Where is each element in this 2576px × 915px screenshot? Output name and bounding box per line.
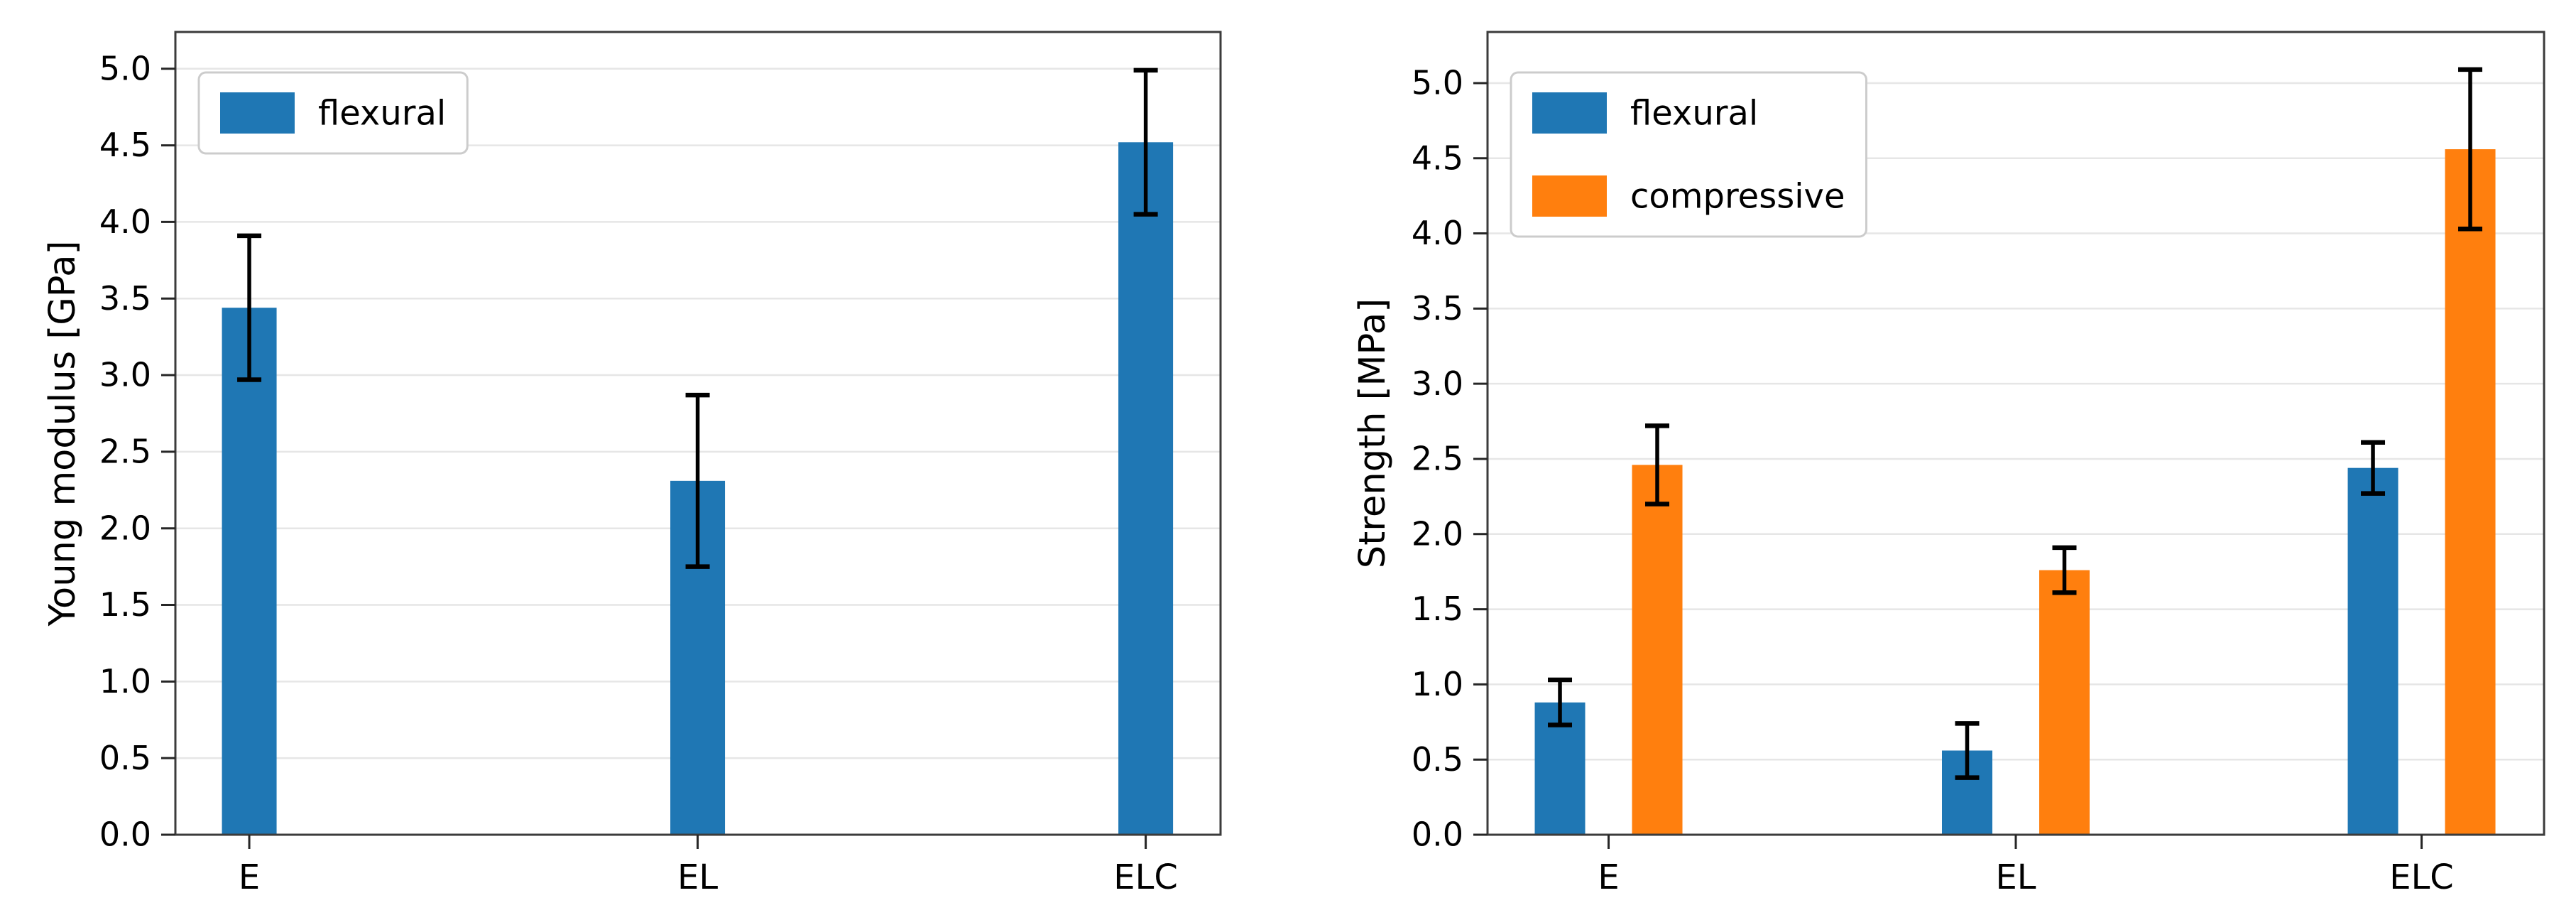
legend-label: flexural: [1630, 93, 1758, 133]
y-tick-label: 1.5: [99, 585, 151, 624]
y-tick-label: 2.0: [99, 509, 151, 547]
y-tick-label: 4.0: [1412, 214, 1463, 252]
error-bar: [2361, 440, 2386, 496]
y-tick-label: 0.5: [1412, 740, 1463, 779]
error-bar: [1548, 677, 1573, 727]
x-tick-label: E: [1598, 857, 1619, 897]
legend-label: compressive: [1630, 176, 1845, 216]
x-tick-label: E: [239, 857, 260, 897]
y-tick-label: 4.5: [99, 126, 151, 164]
y-tick-label: 1.0: [99, 662, 151, 700]
y-tick-label: 0.0: [99, 816, 151, 854]
legend-label: flexural: [318, 93, 446, 133]
legend: flexural: [197, 71, 469, 155]
error-bar: [2052, 545, 2077, 595]
y-tick-label: 5.0: [1412, 64, 1463, 102]
error-bar: [1645, 423, 1670, 507]
error-bar: [237, 233, 262, 382]
y-axis: 0.0 0.5 1.0 1.5 2.0 2.5 3.0 3.5 4.0 4.5 5.0: [1412, 64, 1488, 854]
x-tick-label: ELC: [1113, 857, 1178, 897]
bar-EL-compressive: [2039, 570, 2090, 835]
y-tick-label: 2.0: [1412, 514, 1463, 553]
y-axis-label: Strength [MPa]: [1352, 298, 1394, 568]
x-tick-label: EL: [1995, 857, 2036, 897]
legend: flexural compressive: [1510, 71, 1867, 238]
series-flexural: [1534, 440, 2398, 835]
series-compressive: [1632, 67, 2496, 835]
x-axis: E EL ELC: [1598, 835, 2454, 897]
x-axis: E EL ELC: [239, 835, 1178, 897]
x-tick-label: EL: [677, 857, 718, 897]
y-tick-label: 3.5: [99, 279, 151, 318]
y-tick-label: 3.5: [1412, 289, 1463, 327]
error-bar: [685, 392, 710, 569]
bar-E-compressive: [1632, 465, 1683, 835]
y-tick-label: 3.0: [1412, 364, 1463, 403]
legend-swatch-flexural: [220, 92, 295, 134]
error-bar: [2458, 67, 2483, 232]
legend-swatch-flexural: [1532, 92, 1607, 134]
left-chart: 0.0 0.5 1.0 1.5 2.0 2.5 3.0 3.5 4.0 4.5 5.0 E EL ELC Y…: [42, 31, 1222, 897]
y-tick-label: 2.5: [99, 433, 151, 471]
bar-ELC-flexural: [1118, 142, 1174, 835]
y-tick-label: 4.0: [99, 202, 151, 241]
series-flexural: [222, 67, 1174, 835]
error-bar: [1955, 721, 1980, 780]
y-tick-label: 2.5: [1412, 440, 1463, 478]
bar-ELC-compressive: [2445, 149, 2496, 835]
y-tick-label: 0.5: [99, 739, 151, 777]
y-axis-label: Young modulus [GPa]: [42, 241, 84, 627]
y-tick-label: 3.0: [99, 356, 151, 394]
bar-E-flexural: [222, 308, 277, 835]
y-tick-label: 0.0: [1412, 816, 1463, 854]
right-chart: 0.0 0.5 1.0 1.5 2.0 2.5 3.0 3.5 4.0 4.5 5.0 E EL ELC S…: [1352, 31, 2545, 897]
y-tick-label: 5.0: [99, 49, 151, 87]
bar-ELC-flexural: [2347, 467, 2398, 835]
y-tick-label: 1.5: [1412, 590, 1463, 628]
legend-swatch-compressive: [1532, 175, 1607, 217]
y-tick-label: 1.0: [1412, 665, 1463, 703]
error-bar: [1133, 67, 1158, 217]
y-tick-label: 4.5: [1412, 139, 1463, 177]
x-tick-label: ELC: [2389, 857, 2454, 897]
y-axis: 0.0 0.5 1.0 1.5 2.0 2.5 3.0 3.5 4.0 4.5 5.0: [99, 49, 175, 854]
